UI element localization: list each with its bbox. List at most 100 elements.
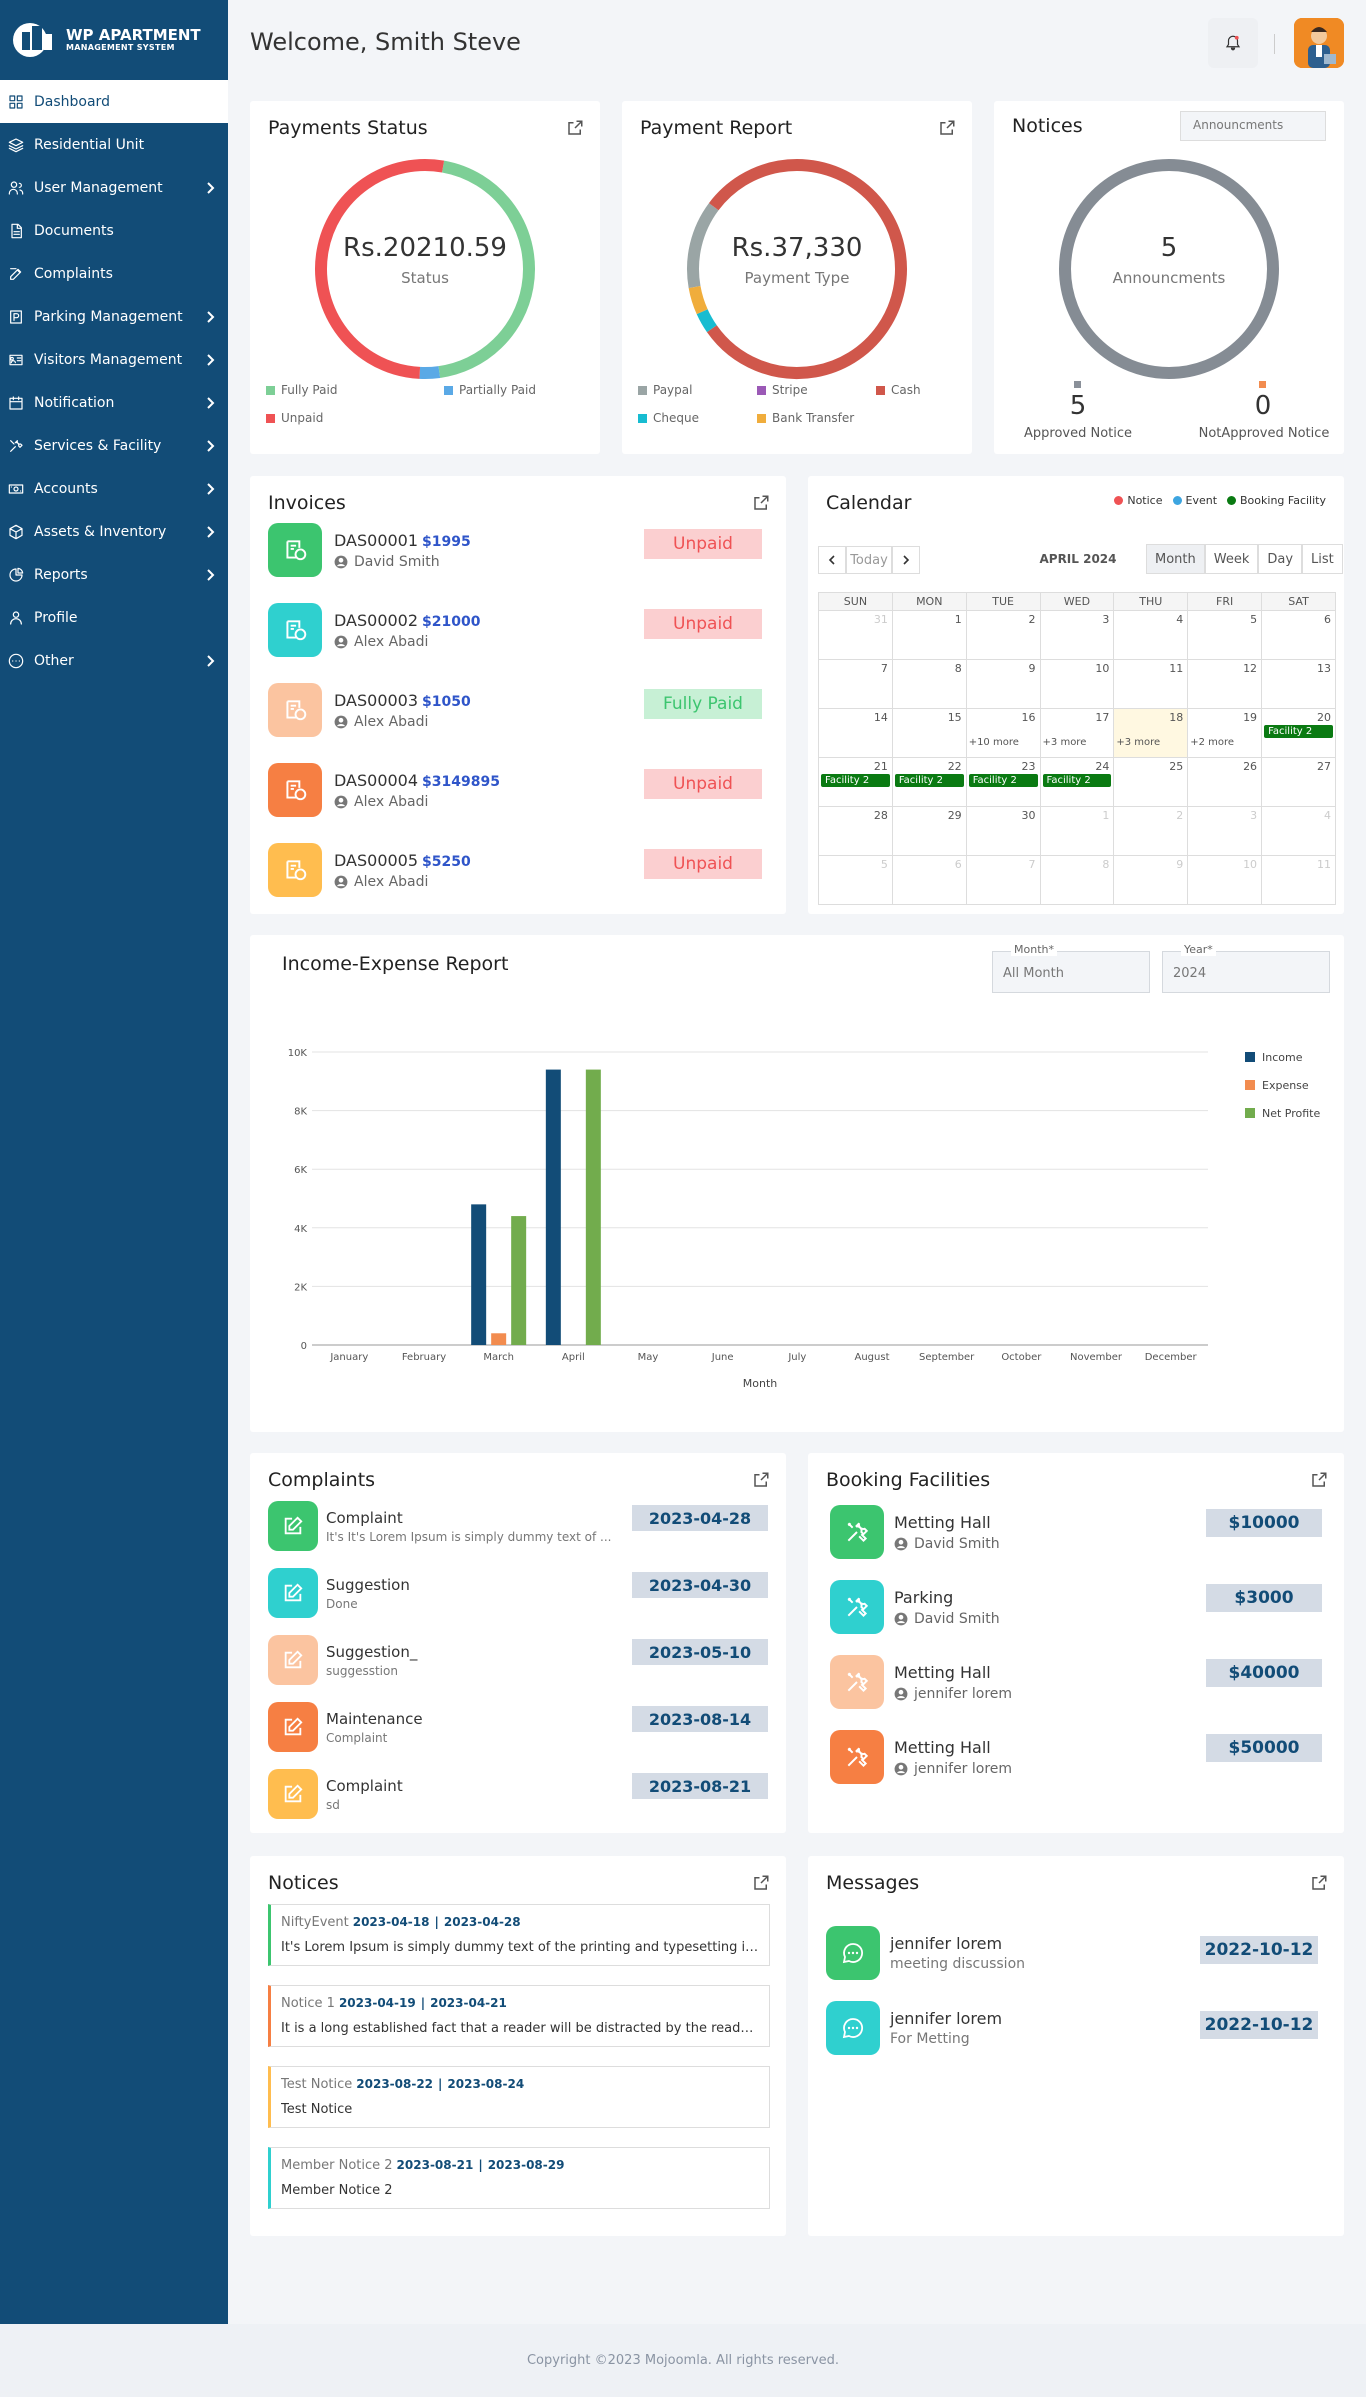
notice-item[interactable]: Member Notice 2 2023-08-21 | 2023-08-29 Memb… (268, 2147, 770, 2209)
calendar-day-cell[interactable]: 27 (1261, 757, 1336, 807)
calendar-day-cell[interactable]: 23 Facility 2 (965, 757, 1041, 807)
calendar-day-cell[interactable]: 6 (1261, 610, 1336, 660)
calendar-day-cell[interactable]: 22 Facility 2 (891, 757, 967, 807)
notice-item[interactable]: NiftyEvent 2023-04-18 | 2023-04-28 It's Lore… (268, 1904, 770, 1966)
invoice-row[interactable]: DAS00001 $1995 David Smith (268, 522, 768, 578)
calendar-prev-button[interactable] (818, 546, 846, 574)
calendar-more-link[interactable]: +10 more (968, 737, 1019, 748)
notice-type-select[interactable]: Announcments (1180, 111, 1326, 141)
calendar-day-cell[interactable]: 5 (1187, 610, 1263, 660)
sidebar-item-residential-unit[interactable]: Residential Unit (0, 123, 228, 166)
calendar-view-list-button[interactable]: List (1302, 544, 1343, 574)
calendar-day-cell[interactable]: 4 (1113, 610, 1189, 660)
invoice-row[interactable]: DAS00004 $3149895 Alex Abadi (268, 762, 768, 818)
year-select[interactable]: Year* 2024 (1162, 943, 1330, 993)
calendar-day-cell[interactable]: 17 +3 more (1039, 708, 1115, 758)
bar-income[interactable] (471, 1204, 487, 1345)
external-link-icon[interactable] (1310, 1874, 1328, 1892)
bar-expense[interactable] (491, 1333, 507, 1345)
calendar-day-cell[interactable]: 2 (1113, 806, 1189, 856)
booking-row[interactable]: Metting Hall jennifer lorem (830, 1655, 1310, 1709)
calendar-day-cell[interactable]: 19 +2 more (1187, 708, 1263, 758)
invoice-row[interactable]: DAS00005 $5250 Alex Abadi (268, 842, 768, 898)
bar-net-profite[interactable] (511, 1216, 527, 1345)
calendar-day-cell[interactable]: 26 (1187, 757, 1263, 807)
calendar-event[interactable]: Facility 2 (1264, 725, 1333, 738)
sidebar-item-complaints[interactable]: Complaints (0, 252, 228, 295)
calendar-next-button[interactable] (892, 546, 920, 574)
calendar-day-cell[interactable]: 9 (965, 659, 1041, 709)
complaint-row[interactable]: Maintenance Complaint (268, 1702, 768, 1752)
sidebar-item-parking-management[interactable]: Parking Management (0, 295, 228, 338)
complaint-row[interactable]: Suggestion Done (268, 1568, 768, 1618)
calendar-day-cell[interactable]: 7 (818, 659, 893, 709)
calendar-day-cell[interactable]: 28 (818, 806, 893, 856)
external-link-icon[interactable] (566, 119, 584, 137)
calendar-view-day-button[interactable]: Day (1258, 544, 1303, 574)
booking-row[interactable]: Metting Hall David Smith (830, 1505, 1310, 1559)
calendar-day-cell[interactable]: 7 (965, 855, 1041, 905)
invoice-row[interactable]: DAS00003 $1050 Alex Abadi (268, 682, 768, 738)
calendar-more-link[interactable]: +3 more (1116, 737, 1161, 748)
sidebar-item-user-management[interactable]: User Management (0, 166, 228, 209)
sidebar-item-assets-inventory[interactable]: Assets & Inventory (0, 510, 228, 553)
calendar-day-cell[interactable]: 2 (965, 610, 1041, 660)
calendar-day-cell[interactable]: 29 (891, 806, 967, 856)
calendar-day-cell[interactable]: 24 Facility 2 (1039, 757, 1115, 807)
calendar-day-cell[interactable]: 8 (891, 659, 967, 709)
external-link-icon[interactable] (752, 494, 770, 512)
booking-row[interactable]: Metting Hall jennifer lorem (830, 1730, 1310, 1784)
calendar-day-cell[interactable]: 11 (1113, 659, 1189, 709)
complaint-row[interactable]: Complaint sd (268, 1769, 768, 1819)
calendar-day-cell[interactable]: 21 Facility 2 (818, 757, 893, 807)
calendar-more-link[interactable]: +3 more (1042, 737, 1087, 748)
calendar-day-cell[interactable]: 3 (1039, 610, 1115, 660)
calendar-event[interactable]: Facility 2 (968, 774, 1038, 787)
calendar-day-cell[interactable]: 14 (818, 708, 893, 758)
calendar-day-cell[interactable]: 10 (1039, 659, 1115, 709)
message-row[interactable]: jennifer lorem meeting discussion (826, 1926, 1306, 1980)
bar-income[interactable] (545, 1069, 561, 1345)
calendar-event[interactable]: Facility 2 (1042, 774, 1112, 787)
sidebar-item-services-facility[interactable]: Services & Facility (0, 424, 228, 467)
external-link-icon[interactable] (752, 1874, 770, 1892)
sidebar-item-visitors-management[interactable]: Visitors Management (0, 338, 228, 381)
calendar-day-cell[interactable]: 4 (1261, 806, 1336, 856)
sidebar-item-dashboard[interactable]: Dashboard (0, 80, 228, 123)
calendar-day-cell[interactable]: 1 (1039, 806, 1115, 856)
calendar-event[interactable]: Facility 2 (894, 774, 964, 787)
calendar-day-cell[interactable]: 16 +10 more (965, 708, 1041, 758)
calendar-day-cell[interactable]: 8 (1039, 855, 1115, 905)
user-avatar[interactable] (1294, 18, 1344, 68)
bar-net-profite[interactable] (585, 1069, 601, 1345)
calendar-day-cell[interactable]: 5 (818, 855, 893, 905)
calendar-view-week-button[interactable]: Week (1204, 544, 1259, 574)
sidebar-item-accounts[interactable]: Accounts (0, 467, 228, 510)
sidebar-item-other[interactable]: Other (0, 639, 228, 682)
external-link-icon[interactable] (1310, 1471, 1328, 1489)
calendar-day-cell[interactable]: 13 (1261, 659, 1336, 709)
month-select[interactable]: Month* All Month (992, 943, 1150, 993)
sidebar-item-profile[interactable]: Profile (0, 596, 228, 639)
calendar-day-cell[interactable]: 12 (1187, 659, 1263, 709)
calendar-day-cell[interactable]: 6 (891, 855, 967, 905)
message-row[interactable]: jennifer lorem For Metting (826, 2001, 1306, 2055)
calendar-day-cell[interactable]: 1 (891, 610, 967, 660)
calendar-day-cell[interactable]: 30 (965, 806, 1041, 856)
calendar-day-cell[interactable]: 18 +3 more (1113, 708, 1189, 758)
sidebar-item-notification[interactable]: Notification (0, 381, 228, 424)
calendar-view-month-button[interactable]: Month (1146, 544, 1205, 574)
calendar-more-link[interactable]: +2 more (1190, 737, 1235, 748)
external-link-icon[interactable] (752, 1471, 770, 1489)
sidebar-item-reports[interactable]: Reports (0, 553, 228, 596)
calendar-day-cell[interactable]: 15 (891, 708, 967, 758)
calendar-day-cell[interactable]: 9 (1113, 855, 1189, 905)
calendar-day-cell[interactable]: 3 (1187, 806, 1263, 856)
booking-row[interactable]: Parking David Smith (830, 1580, 1310, 1634)
invoice-row[interactable]: DAS00002 $21000 Alex Abadi (268, 602, 768, 658)
notice-item[interactable]: Notice 1 2023-04-19 | 2023-04-21 It is a lon… (268, 1985, 770, 2047)
calendar-day-cell[interactable]: 25 (1113, 757, 1189, 807)
calendar-day-cell[interactable]: 20 Facility 2 (1261, 708, 1336, 758)
calendar-day-cell[interactable]: 10 (1187, 855, 1263, 905)
calendar-day-cell[interactable]: 31 (818, 610, 893, 660)
